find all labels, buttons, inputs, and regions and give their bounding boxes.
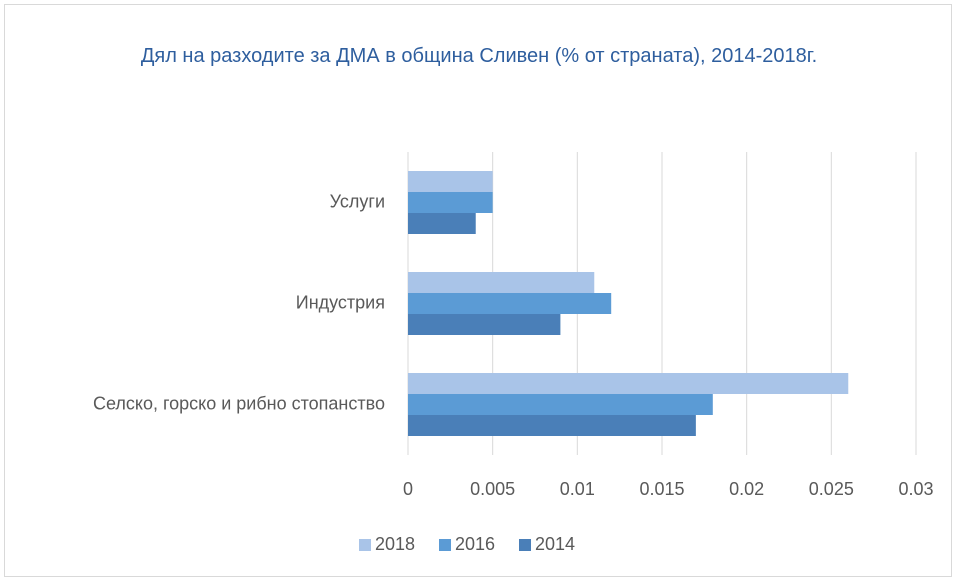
x-tick-label: 0.025 [809,479,854,499]
x-tick-label: 0.005 [470,479,515,499]
bar [408,213,476,234]
bar [408,293,612,314]
bar [408,314,561,335]
legend-label: 2018 [375,534,415,554]
bar [408,192,493,213]
bar [408,415,696,436]
legend-swatch [439,539,451,551]
x-tick-label: 0.015 [639,479,684,499]
chart-title: Дял на разходите за ДМА в община Сливен … [140,45,818,67]
legend-label: 2014 [535,534,575,554]
legend-swatch [359,539,371,551]
legend-label: 2016 [455,534,495,554]
y-tick-label: Услуги [330,191,385,211]
x-tick-label: 0 [403,479,413,499]
y-tick-label: Селско, горско и рибно стопанство [93,393,385,413]
legend-swatch [519,539,531,551]
bar [408,272,595,293]
bar [408,373,849,394]
x-tick-label: 0.03 [898,479,933,499]
bar [408,394,713,415]
chart-frame [4,4,952,577]
x-tick-label: 0.02 [729,479,764,499]
x-tick-label: 0.01 [560,479,595,499]
bar [408,171,493,192]
y-tick-label: Индустрия [296,292,385,312]
